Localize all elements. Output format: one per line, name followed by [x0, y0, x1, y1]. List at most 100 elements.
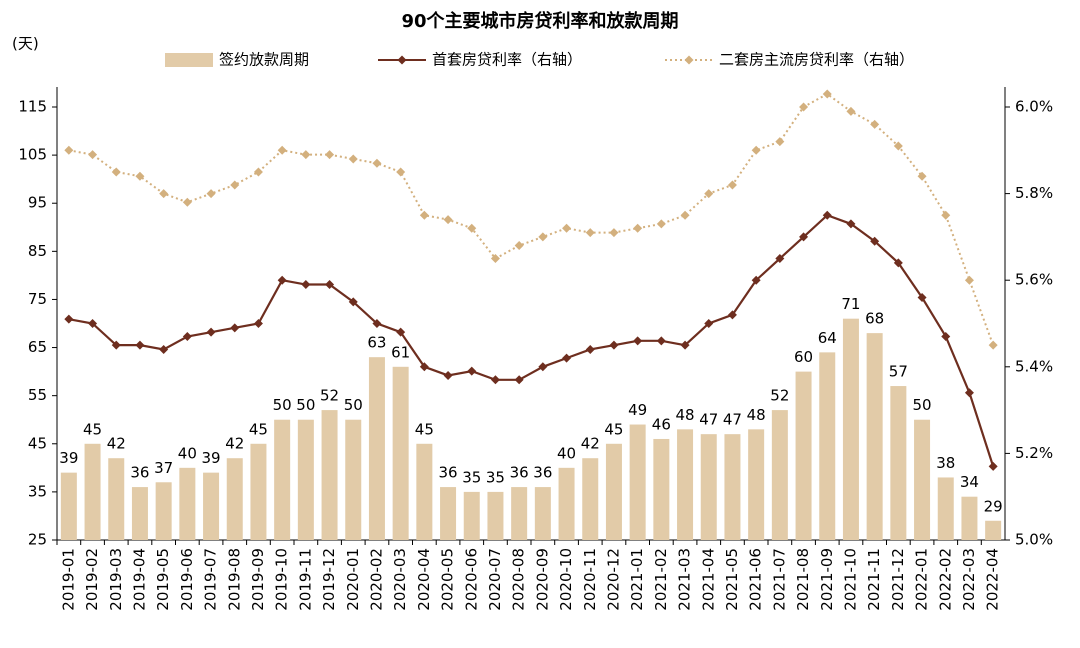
x-tick-label: 2022-02: [936, 548, 954, 611]
bar-value-label: 40: [557, 444, 576, 462]
x-tick-label: 2021-12: [889, 548, 907, 611]
line-marker: [348, 297, 358, 307]
legend-marker: [397, 55, 407, 65]
bar-value-label: 52: [770, 387, 789, 405]
line-marker: [443, 370, 453, 380]
x-tick-label: 2021-08: [794, 548, 812, 611]
y2-tick-label: 5.8%: [1015, 184, 1053, 202]
line-marker: [917, 293, 927, 303]
line-marker: [419, 362, 429, 372]
x-tick-label: 2021-01: [628, 548, 646, 611]
bar: [440, 487, 457, 540]
bar: [677, 429, 694, 540]
bar: [937, 477, 954, 540]
x-tick-label: 2019-02: [83, 548, 101, 611]
line-marker: [562, 223, 572, 233]
line-marker: [88, 150, 98, 160]
bar-value-label: 36: [533, 464, 552, 482]
bar-value-label: 36: [439, 464, 458, 482]
bar: [487, 491, 504, 540]
bar: [985, 520, 1002, 540]
bar: [345, 419, 362, 540]
line-marker: [490, 375, 500, 385]
bar: [771, 410, 788, 540]
x-tick-label: 2019-08: [225, 548, 243, 611]
x-tick-label: 2019-03: [107, 548, 125, 611]
bar: [724, 434, 741, 540]
legend-label: 二套房主流房贷利率（右轴）: [719, 51, 914, 69]
bar: [961, 496, 978, 540]
bar-value-label: 42: [107, 435, 126, 453]
x-tick-label: 2019-05: [154, 548, 172, 611]
line-marker: [822, 89, 832, 99]
line-marker: [206, 327, 216, 337]
y-tick-label: 35: [28, 482, 47, 500]
legend-label: 签约放款周期: [219, 51, 309, 69]
bar: [416, 443, 433, 540]
line-marker: [988, 461, 998, 471]
x-tick-label: 2019-07: [202, 548, 220, 611]
line-marker: [562, 353, 572, 363]
bar-value-label: 42: [225, 435, 244, 453]
bar: [368, 357, 385, 540]
bar-value-label: 45: [415, 420, 434, 438]
line-marker: [585, 344, 595, 354]
bar: [511, 487, 528, 540]
line-marker: [372, 158, 382, 168]
x-tick-label: 2021-07: [770, 548, 788, 611]
x-tick-label: 2020-06: [462, 548, 480, 611]
line-marker: [396, 327, 406, 337]
bar: [155, 482, 172, 540]
bar: [629, 424, 646, 540]
y2-tick-label: 6.0%: [1015, 98, 1053, 116]
line-marker: [964, 388, 974, 398]
bar: [84, 443, 101, 540]
bar-value-label: 49: [628, 401, 647, 419]
line-marker: [941, 331, 951, 341]
y-tick-label: 85: [28, 242, 47, 260]
line-marker: [135, 340, 145, 350]
bar-value-label: 40: [178, 444, 197, 462]
bar: [605, 443, 622, 540]
bar-value-label: 29: [984, 497, 1003, 515]
bar: [321, 410, 338, 540]
bar: [842, 318, 859, 540]
bar-value-label: 45: [604, 420, 623, 438]
line-marker: [372, 319, 382, 328]
line-marker: [633, 336, 643, 346]
x-tick-label: 2021-06: [747, 548, 765, 611]
y-tick-label: 65: [28, 338, 47, 356]
line-marker: [467, 366, 477, 376]
x-tick-label: 2021-10: [841, 548, 859, 611]
bar: [748, 429, 765, 540]
line-marker: [917, 171, 927, 181]
bar-value-label: 50: [913, 396, 932, 414]
x-tick-label: 2019-06: [178, 548, 196, 611]
line-marker: [680, 210, 690, 220]
y-tick-label: 95: [28, 194, 47, 212]
y-tick-label: 55: [28, 386, 47, 404]
bar: [131, 487, 148, 540]
x-tick-label: 2019-09: [249, 548, 267, 611]
bar: [250, 443, 267, 540]
bar-value-label: 42: [581, 435, 600, 453]
x-tick-label: 2020-08: [510, 548, 528, 611]
line: [68, 213, 995, 467]
line-marker: [514, 241, 524, 251]
y2-tick-label: 5.4%: [1015, 357, 1053, 375]
bar: [866, 333, 883, 540]
x-tick-label: 2021-03: [676, 548, 694, 611]
x-tick-label: 2021-09: [818, 548, 836, 611]
legend-label: 首套房贷利率（右轴）: [432, 51, 582, 69]
bar-value-label: 34: [960, 473, 979, 491]
line-marker: [988, 340, 998, 350]
bar-value-label: 60: [794, 348, 813, 366]
line-marker: [277, 275, 287, 285]
x-tick-label: 2020-02: [367, 548, 385, 611]
bar-value-label: 47: [699, 411, 718, 429]
line-marker: [704, 319, 714, 328]
bar: [274, 419, 291, 540]
bar-value-label: 71: [841, 295, 860, 313]
line-marker: [799, 232, 809, 242]
line-marker: [775, 254, 785, 264]
